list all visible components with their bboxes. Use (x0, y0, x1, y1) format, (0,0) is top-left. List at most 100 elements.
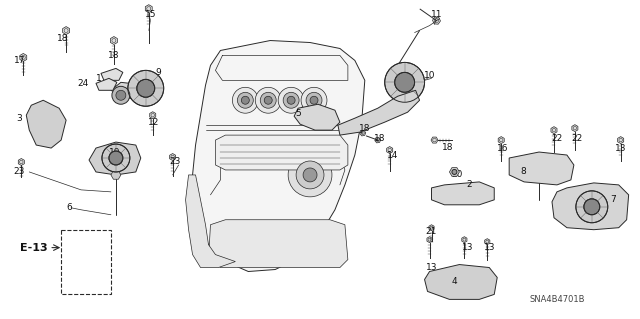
Circle shape (116, 90, 126, 100)
Text: 18: 18 (58, 34, 69, 43)
Text: 21: 21 (426, 227, 437, 236)
Polygon shape (216, 135, 348, 170)
Text: 5: 5 (295, 109, 301, 118)
Circle shape (288, 153, 332, 197)
Text: 13: 13 (483, 243, 495, 252)
Polygon shape (552, 183, 628, 230)
Polygon shape (96, 78, 117, 90)
Circle shape (395, 72, 415, 92)
Circle shape (255, 87, 281, 113)
Polygon shape (360, 130, 365, 136)
Text: 18: 18 (359, 124, 371, 133)
Text: 1: 1 (96, 74, 102, 83)
Polygon shape (424, 264, 497, 300)
Circle shape (112, 86, 130, 104)
Text: 2: 2 (467, 180, 472, 189)
Circle shape (306, 92, 322, 108)
Polygon shape (433, 17, 440, 24)
Circle shape (264, 96, 272, 104)
Circle shape (576, 191, 608, 223)
Polygon shape (498, 137, 504, 144)
Text: 14: 14 (387, 151, 398, 160)
Polygon shape (427, 237, 432, 243)
Polygon shape (20, 54, 27, 62)
Polygon shape (186, 175, 236, 268)
Text: 18: 18 (374, 134, 385, 143)
Polygon shape (618, 137, 624, 144)
Text: 4: 4 (452, 277, 457, 286)
Circle shape (241, 96, 250, 104)
Text: 6: 6 (66, 203, 72, 212)
Polygon shape (63, 26, 70, 34)
Polygon shape (111, 82, 151, 100)
Polygon shape (431, 137, 438, 143)
Polygon shape (170, 153, 175, 160)
FancyBboxPatch shape (61, 230, 111, 294)
Text: 17: 17 (13, 56, 25, 65)
Circle shape (301, 87, 327, 113)
Circle shape (452, 169, 457, 174)
Text: 13: 13 (461, 243, 473, 252)
Text: 18: 18 (442, 143, 453, 152)
Polygon shape (431, 182, 494, 205)
Text: 8: 8 (520, 167, 526, 176)
Polygon shape (101, 68, 123, 80)
Polygon shape (387, 146, 393, 153)
Polygon shape (294, 104, 340, 130)
Circle shape (385, 63, 424, 102)
Text: 12: 12 (148, 118, 159, 127)
Circle shape (296, 161, 324, 189)
Text: 3: 3 (17, 114, 22, 123)
Polygon shape (89, 142, 141, 175)
Circle shape (287, 96, 295, 104)
Text: 13: 13 (426, 263, 437, 272)
Polygon shape (375, 137, 381, 143)
Text: 7: 7 (610, 195, 616, 204)
Polygon shape (572, 125, 578, 132)
Polygon shape (193, 41, 365, 271)
Polygon shape (111, 171, 121, 179)
Circle shape (260, 92, 276, 108)
Circle shape (283, 92, 299, 108)
Text: 13: 13 (615, 144, 627, 152)
Circle shape (310, 96, 318, 104)
Text: 23: 23 (13, 167, 25, 176)
Circle shape (303, 168, 317, 182)
Polygon shape (111, 37, 117, 45)
Polygon shape (429, 225, 434, 231)
Circle shape (128, 70, 164, 106)
Text: 24: 24 (77, 79, 89, 88)
Polygon shape (209, 220, 348, 268)
Polygon shape (338, 90, 420, 135)
Text: 18: 18 (108, 51, 120, 60)
Text: 19: 19 (109, 147, 121, 157)
Polygon shape (83, 234, 90, 241)
Text: 9: 9 (156, 68, 161, 77)
Text: 23: 23 (169, 158, 180, 167)
Circle shape (232, 87, 259, 113)
Polygon shape (115, 145, 121, 152)
Circle shape (137, 79, 155, 97)
Circle shape (278, 87, 304, 113)
Text: 11: 11 (431, 10, 442, 19)
Text: SNA4B4701B: SNA4B4701B (529, 295, 584, 304)
Text: 10: 10 (424, 71, 435, 80)
Polygon shape (26, 100, 66, 148)
Text: 22: 22 (551, 134, 563, 143)
Polygon shape (449, 167, 460, 176)
Polygon shape (551, 127, 557, 134)
Text: 16: 16 (497, 144, 509, 152)
Polygon shape (509, 152, 574, 185)
Circle shape (109, 151, 123, 165)
Polygon shape (484, 239, 490, 245)
Polygon shape (19, 159, 24, 166)
Text: 15: 15 (145, 10, 157, 19)
Polygon shape (145, 5, 152, 13)
Polygon shape (462, 237, 467, 243)
Circle shape (237, 92, 253, 108)
Circle shape (584, 199, 600, 215)
Polygon shape (150, 112, 156, 119)
Text: E-13: E-13 (20, 243, 47, 253)
Text: 22: 22 (572, 134, 582, 143)
Text: 20: 20 (452, 170, 463, 179)
